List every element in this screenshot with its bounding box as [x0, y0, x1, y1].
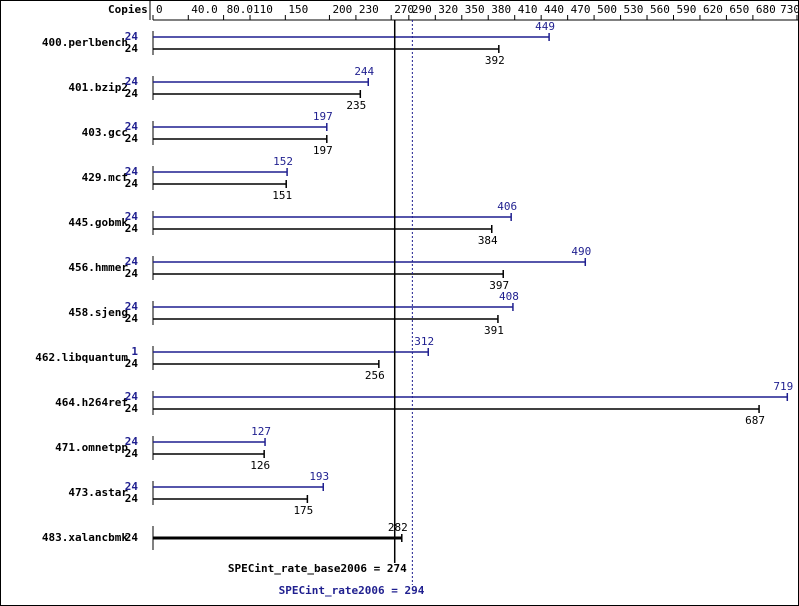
- value-label: 197: [313, 144, 333, 157]
- benchmark-label: 400.perlbench: [42, 36, 128, 49]
- value-label: 391: [484, 324, 504, 337]
- reference-label: SPECint_rate_base2006 = 274: [228, 562, 407, 575]
- benchmark-label: 473.astar: [68, 486, 128, 499]
- x-tick-label: 410: [518, 3, 538, 16]
- benchmark-label: 456.hmmer: [68, 261, 128, 274]
- x-tick-label: 320: [438, 3, 458, 16]
- benchmark-label: 483.xalancbmk: [42, 531, 128, 544]
- x-tick-label: 680: [756, 3, 776, 16]
- copies-label: 24: [125, 267, 139, 280]
- value-label: 193: [309, 470, 329, 483]
- value-label: 197: [313, 110, 333, 123]
- copies-label: 24: [125, 312, 139, 325]
- copies-label: 24: [125, 402, 139, 415]
- benchmark-label: 429.mcf: [82, 171, 128, 184]
- copies-label: 24: [125, 132, 139, 145]
- benchmark-label: 458.sjeng: [68, 306, 128, 319]
- copies-label: 24: [125, 357, 139, 370]
- copies-label: 24: [125, 390, 139, 403]
- x-tick-label: 590: [676, 3, 696, 16]
- value-label: 244: [354, 65, 374, 78]
- value-label: 312: [414, 335, 434, 348]
- x-tick-label: 530: [624, 3, 644, 16]
- copies-label: 24: [125, 87, 139, 100]
- copies-label: 24: [125, 30, 139, 43]
- x-tick-label: 560: [650, 3, 670, 16]
- x-tick-label: 290: [412, 3, 432, 16]
- value-label: 175: [293, 504, 313, 517]
- value-label: 256: [365, 369, 385, 382]
- benchmark-label: 462.libquantum: [35, 351, 128, 364]
- x-tick-label: 650: [729, 3, 749, 16]
- copies-label: 1: [131, 345, 138, 358]
- value-label: 449: [535, 20, 555, 33]
- copies-label: 24: [125, 177, 139, 190]
- copies-label: 24: [125, 75, 139, 88]
- benchmark-label: 471.omnetpp: [55, 441, 128, 454]
- copies-label: 24: [125, 531, 139, 544]
- value-label: 408: [499, 290, 519, 303]
- value-label: 235: [346, 99, 366, 112]
- value-label: 392: [485, 54, 505, 67]
- copies-label: 24: [125, 447, 139, 460]
- x-tick-label: 470: [571, 3, 591, 16]
- value-label: 490: [571, 245, 591, 258]
- copies-label: 24: [125, 120, 139, 133]
- value-label: 384: [478, 234, 498, 247]
- benchmark-label: 445.gobmk: [68, 216, 128, 229]
- x-tick-label: 350: [465, 3, 485, 16]
- value-label: 282: [388, 521, 408, 534]
- x-tick-label: 0: [156, 3, 163, 16]
- x-tick-label: 110: [253, 3, 273, 16]
- copies-label: 24: [125, 210, 139, 223]
- x-tick-label: 80.0: [227, 3, 254, 16]
- x-tick-label: 440: [544, 3, 564, 16]
- x-tick-label: 620: [703, 3, 723, 16]
- value-label: 127: [251, 425, 271, 438]
- benchmark-label: 403.gcc: [82, 126, 128, 139]
- x-tick-label: 380: [491, 3, 511, 16]
- copies-label: 24: [125, 222, 139, 235]
- x-tick-label: 500: [597, 3, 617, 16]
- copies-label: 24: [125, 300, 139, 313]
- copies-label: 24: [125, 480, 139, 493]
- value-label: 719: [773, 380, 793, 393]
- copies-label: 24: [125, 492, 139, 505]
- x-tick-label: 200: [332, 3, 352, 16]
- copies-label: 24: [125, 255, 139, 268]
- copies-label: 24: [125, 435, 139, 448]
- x-tick-label: 730: [780, 3, 799, 16]
- x-tick-label: 270: [394, 3, 414, 16]
- value-label: 687: [745, 414, 765, 427]
- benchmark-label: 401.bzip2: [68, 81, 128, 94]
- x-tick-label: 230: [359, 3, 379, 16]
- value-label: 397: [489, 279, 509, 292]
- value-label: 406: [497, 200, 517, 213]
- axis-label: Copies: [108, 3, 148, 16]
- value-label: 126: [250, 459, 270, 472]
- value-label: 151: [272, 189, 292, 202]
- benchmark-label: 464.h264ref: [55, 396, 128, 409]
- copies-label: 24: [125, 165, 139, 178]
- value-label: 152: [273, 155, 293, 168]
- reference-label: SPECint_rate2006 = 294: [279, 584, 425, 597]
- copies-label: 24: [125, 42, 139, 55]
- x-tick-label: 150: [288, 3, 308, 16]
- x-tick-label: 40.0: [191, 3, 218, 16]
